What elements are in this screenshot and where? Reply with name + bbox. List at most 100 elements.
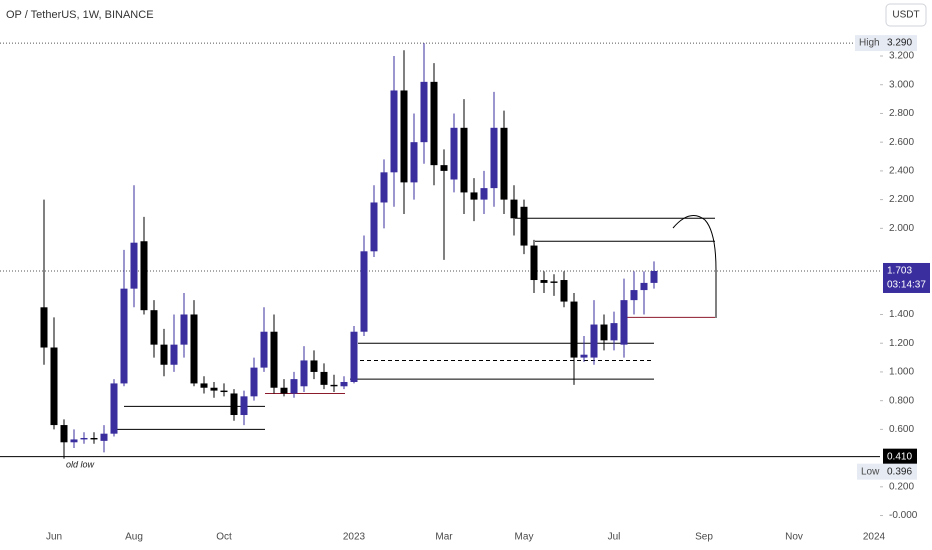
low-tag: Low bbox=[861, 466, 880, 477]
high-tag: High bbox=[859, 38, 880, 49]
candle-body bbox=[460, 127, 468, 193]
candle-body bbox=[280, 387, 288, 394]
candle-body bbox=[570, 301, 578, 358]
candle-body bbox=[220, 390, 228, 393]
candle-body bbox=[480, 188, 488, 200]
y-tick-label: 2.200 bbox=[889, 194, 914, 205]
y-tick-label: 2.600 bbox=[889, 137, 914, 148]
candle-body bbox=[260, 331, 268, 368]
y-tick-label: 1.200 bbox=[889, 338, 914, 349]
high-value-bg bbox=[883, 35, 917, 52]
candle-body bbox=[420, 81, 428, 143]
candle-body bbox=[540, 280, 548, 283]
candle-body bbox=[230, 393, 238, 416]
candle-body bbox=[410, 142, 418, 183]
candle-body bbox=[40, 307, 48, 348]
level-badge bbox=[883, 448, 917, 465]
x-tick-label: Aug bbox=[125, 532, 143, 543]
y-tick-label: 1.400 bbox=[889, 309, 914, 320]
y-tick-label: 0.800 bbox=[889, 395, 914, 406]
candle-body bbox=[120, 288, 128, 384]
y-tick-label: 3.000 bbox=[889, 79, 914, 90]
candle-body bbox=[180, 314, 188, 345]
candle-body bbox=[80, 437, 88, 440]
candle-body bbox=[580, 354, 588, 358]
currency-label[interactable]: USDT bbox=[892, 10, 919, 21]
candle-body bbox=[360, 251, 368, 332]
high-value: 3.290 bbox=[887, 38, 912, 49]
annotation: old low bbox=[66, 459, 95, 469]
y-tick-label: 3.200 bbox=[889, 51, 914, 62]
candle-body bbox=[550, 281, 558, 283]
candle-body bbox=[190, 314, 198, 384]
currency-button[interactable] bbox=[885, 3, 927, 27]
x-tick-label: May bbox=[515, 532, 534, 543]
candle-body bbox=[150, 310, 158, 345]
candle-body bbox=[50, 347, 58, 426]
candle-body bbox=[650, 270, 658, 283]
level-value: 0.410 bbox=[887, 451, 912, 462]
candle-body bbox=[430, 81, 438, 166]
y-tick-label: 2.800 bbox=[889, 108, 914, 119]
x-tick-label: Sep bbox=[695, 532, 713, 543]
candle-body bbox=[560, 280, 568, 302]
candle-body bbox=[390, 90, 398, 173]
candle-body bbox=[60, 425, 68, 443]
y-tick-label: 1.000 bbox=[889, 367, 914, 378]
candle-body bbox=[310, 360, 318, 372]
candle-body bbox=[610, 323, 618, 341]
chart-title: OP / TetherUS, 1W, BINANCE bbox=[6, 9, 154, 21]
candle-body bbox=[290, 379, 298, 394]
candle-body bbox=[470, 192, 478, 200]
y-tick-label: 2.400 bbox=[889, 166, 914, 177]
candle-body bbox=[380, 172, 388, 203]
candle-body bbox=[320, 371, 328, 385]
price-countdown: 03:14:37 bbox=[887, 280, 926, 291]
candle-body bbox=[530, 245, 538, 281]
candle-body bbox=[370, 202, 378, 252]
candle-body bbox=[350, 331, 358, 382]
candle-body bbox=[250, 367, 258, 397]
candle-body bbox=[640, 282, 648, 291]
candle-body bbox=[210, 387, 218, 391]
candle-body bbox=[440, 165, 448, 171]
candle-body bbox=[100, 433, 108, 441]
x-tick-label: Mar bbox=[435, 532, 453, 543]
x-tick-label: Jul bbox=[608, 532, 621, 543]
low-value-bg bbox=[883, 463, 917, 480]
x-tick-label: 2024 bbox=[863, 532, 886, 543]
candle-body bbox=[330, 384, 338, 387]
low-value: 0.396 bbox=[887, 466, 912, 477]
candle-body bbox=[270, 331, 278, 388]
candle-body bbox=[520, 206, 528, 246]
high-tag-bg bbox=[855, 35, 883, 52]
candle-body bbox=[630, 290, 638, 301]
candle-body bbox=[200, 383, 208, 388]
candle-body bbox=[620, 300, 628, 345]
candle-body bbox=[170, 344, 178, 365]
candle-body bbox=[140, 241, 148, 311]
candle-body bbox=[590, 324, 598, 358]
candle-body bbox=[160, 344, 168, 365]
candle-body bbox=[240, 396, 248, 416]
x-tick-label: Jun bbox=[46, 532, 62, 543]
x-tick-label: Oct bbox=[216, 532, 232, 543]
x-tick-label: Nov bbox=[785, 532, 803, 543]
candle-body bbox=[70, 439, 78, 443]
candle-body bbox=[400, 90, 408, 183]
y-tick-label: 0.200 bbox=[889, 481, 914, 492]
candle-body bbox=[500, 127, 508, 200]
candle-body bbox=[510, 199, 518, 219]
price-value: 1.703 bbox=[887, 266, 912, 277]
y-tick-label: 2.000 bbox=[889, 223, 914, 234]
y-tick-label: 0.600 bbox=[889, 424, 914, 435]
x-tick-label: 2023 bbox=[343, 532, 366, 543]
candle-body bbox=[110, 383, 118, 434]
price-badge bbox=[883, 262, 930, 293]
candle-body bbox=[90, 437, 98, 440]
y-tick-label: -0.000 bbox=[889, 510, 918, 521]
candle-body bbox=[130, 242, 138, 289]
low-tag-bg bbox=[857, 463, 883, 480]
